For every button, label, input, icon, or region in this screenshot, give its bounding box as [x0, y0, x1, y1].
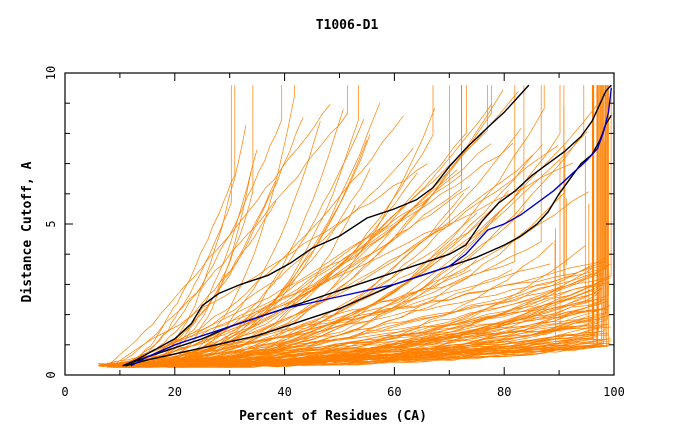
x-axis-label: Percent of Residues (CA): [239, 409, 427, 424]
series-line-4: [130, 88, 612, 367]
background-model-curve: [107, 169, 458, 367]
series-line-1: [122, 84, 530, 367]
background-model-curve: [122, 85, 450, 368]
background-model-curve: [110, 107, 436, 368]
background-model-curve: [126, 85, 598, 366]
background-model-curve: [129, 85, 295, 367]
background-model-curve: [124, 85, 601, 367]
background-model-curve: [111, 85, 593, 368]
background-model-curve: [122, 85, 594, 367]
x-tick-label: 60: [387, 385, 401, 399]
background-model-curve: [130, 170, 252, 368]
x-tick-label: 80: [497, 385, 511, 399]
background-model-curve: [99, 168, 371, 367]
background-model-curve: [101, 85, 462, 368]
y-axis-label: Distance Cutoff, A: [20, 161, 35, 302]
background-model-curve: [109, 85, 593, 367]
background-model-curve: [135, 124, 247, 368]
background-model-curve: [115, 85, 348, 368]
axes: 0 20 40 60 80 100 0 5 10: [44, 66, 625, 399]
chart-title: T1006-D1: [316, 18, 379, 33]
y-tick-label: 10: [44, 66, 58, 80]
background-model-curve: [104, 104, 331, 367]
background-model-curves: [97, 85, 612, 368]
highlighted-model-curves: [122, 84, 612, 367]
background-model-curve: [127, 204, 356, 368]
y-tick-label: 5: [44, 220, 58, 227]
background-model-curve: [125, 85, 434, 368]
background-model-curve: [130, 85, 612, 368]
background-model-curve: [122, 242, 554, 368]
x-tick-label: 100: [603, 385, 625, 399]
background-model-curve: [113, 172, 418, 367]
background-model-curve: [126, 85, 254, 368]
background-model-curve: [106, 314, 611, 368]
background-model-curve: [107, 85, 488, 368]
background-model-curve: [126, 192, 465, 366]
x-tick-label: 0: [61, 385, 68, 399]
background-model-curve: [127, 85, 232, 365]
background-model-curve: [135, 144, 543, 367]
background-model-curve: [109, 85, 492, 366]
background-model-curve: [124, 244, 586, 368]
y-tick-label: 0: [44, 371, 58, 378]
x-tick-label: 40: [277, 385, 291, 399]
background-model-curve: [119, 85, 359, 367]
x-tick-label: 20: [168, 385, 182, 399]
background-model-curve: [134, 119, 365, 367]
background-model-curve: [127, 85, 236, 366]
